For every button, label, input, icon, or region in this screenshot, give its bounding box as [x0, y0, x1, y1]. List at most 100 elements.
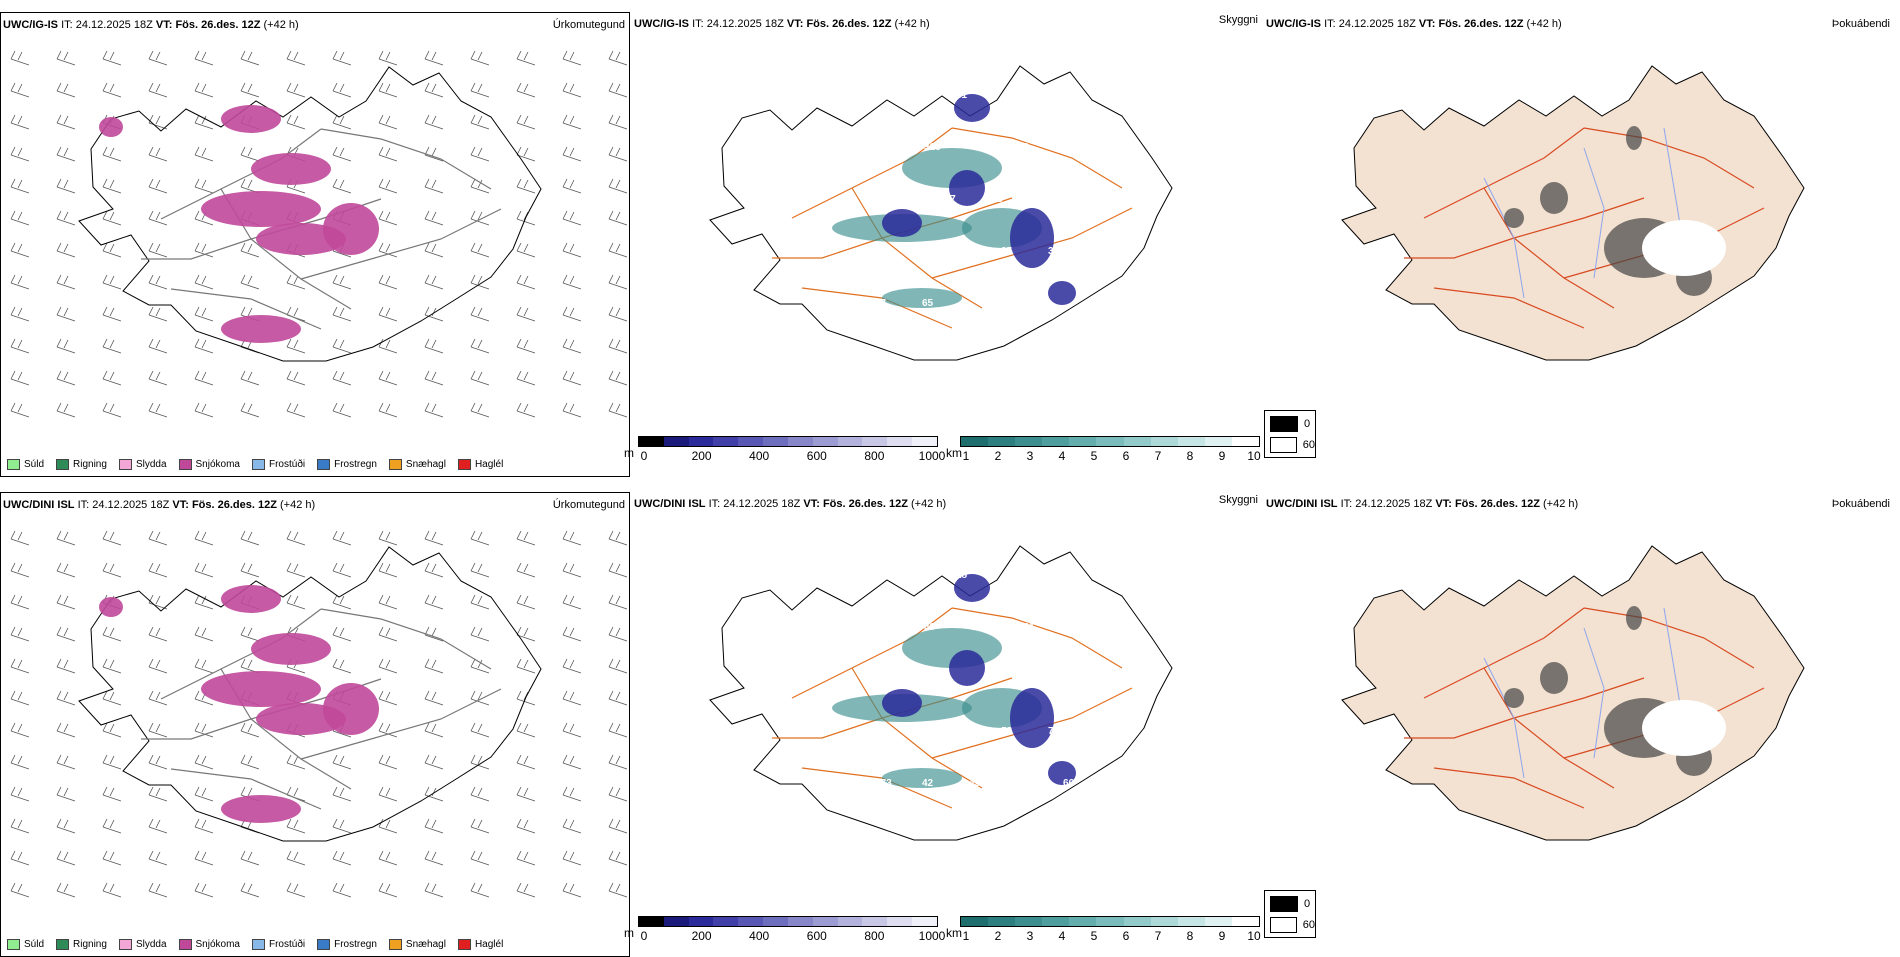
legend-label: Rigning [73, 939, 107, 950]
colorbar-step [1150, 437, 1178, 446]
snow-area [323, 683, 379, 735]
legend-label: Haglél [474, 459, 504, 470]
low-visibility-area [882, 288, 962, 308]
cloud-base-area [882, 689, 922, 717]
colorbar-tick: 400 [749, 929, 770, 943]
colorbar-step [862, 437, 888, 446]
panel-title: Skyggni [1218, 14, 1258, 26]
colorbar-step [862, 917, 888, 926]
iceland-map: 200 45 61 192 175 940 318 45 70 48 36 127 123 135 216 1… [709, 65, 1173, 361]
legend-swatch [388, 459, 402, 470]
cloud-base-label: 147 [954, 726, 971, 737]
colorbar-tick: 8 [1186, 929, 1194, 943]
cloud-base-label: 65 [922, 298, 934, 309]
fog-area [1626, 606, 1642, 630]
cloud-base-label: 52 [1001, 726, 1013, 737]
colorbar-step [961, 437, 989, 446]
colorbar-step [837, 437, 863, 446]
cloud-base-label: 61 [956, 90, 968, 101]
fog-index-map [1341, 65, 1805, 361]
cloud-base-label: 19 [1080, 674, 1092, 685]
panel-header: UWC/DINI ISL IT: 24.12.2025 18Z VT: Fös.… [1266, 498, 1579, 510]
legend-swatch [388, 939, 402, 950]
colorbar-step [961, 917, 989, 926]
cloud-base-label: 127 [939, 194, 956, 205]
fog-area [1540, 182, 1568, 214]
precip-panel-top: UWC/IG-IS IT: 24.12.2025 18Z VT: Fös. 26… [0, 12, 630, 477]
fog-legend-row: 0 [1270, 416, 1315, 432]
colorbar-step [787, 437, 813, 446]
legend-item: Haglél [457, 939, 503, 950]
legend-swatch [317, 939, 331, 950]
snow-area [201, 191, 321, 227]
cloud-base-label: 42 [922, 778, 934, 789]
colorbar-step [1150, 917, 1178, 926]
cloud-base-label: 135 [1033, 194, 1050, 205]
colorbar-tick: 10 [1247, 929, 1261, 943]
cloud-base-label: 318 [924, 142, 941, 153]
legend-label: Snjókoma [195, 459, 240, 470]
colorbar-tick: 10 [1247, 449, 1261, 463]
cloud-base-label: 251 [909, 570, 926, 581]
colorbar-step [912, 917, 937, 926]
cloud-base-area [949, 650, 985, 686]
fog-legend-label: 0 [1304, 418, 1311, 430]
wind-barbs [10, 530, 628, 898]
cloud-base-label: 200 [862, 90, 879, 101]
legend-item: Slydda [118, 939, 167, 950]
precip-type-legend: Súld Rigning Slydda Snjókoma Frostúði Frostre… [7, 459, 503, 470]
snow-area [221, 105, 281, 133]
cloud-base-label: 192 [1003, 90, 1020, 101]
cloud-base-label: 216 [1080, 194, 1097, 205]
colorbar-step [1123, 437, 1151, 446]
panel-header: UWC/IG-IS IT: 24.12.2025 18Z VT: Fös. 26… [3, 19, 299, 31]
legend-swatch [7, 459, 20, 470]
colorbar-tick: 3 [1026, 449, 1034, 463]
cloud-base-label: 67 [875, 298, 887, 309]
colorbar-tick: 1 [962, 449, 970, 463]
legend-item: Slydda [118, 459, 167, 470]
colorbar-step [837, 917, 863, 926]
panel-title: Þokuábendi [1831, 498, 1890, 510]
legend-item: Snjókoma [178, 459, 240, 470]
colorbar-unit: km [946, 926, 962, 940]
legend-label: Snæhagl [405, 459, 446, 470]
cloud-base-area [954, 94, 990, 122]
colorbar-tick: 1 [962, 929, 970, 943]
cloud-base-label: 92 [892, 674, 904, 685]
fog-index-map [1341, 545, 1805, 841]
legend-swatch [251, 939, 265, 950]
colorbar-step [912, 437, 937, 446]
legend-item: Haglél [457, 459, 504, 470]
visibility-map: 55 251 28 20 442 279 89 164 681 101 92 72 92 103 19 68 1… [709, 545, 1173, 841]
panel-title: Úrkomutegund [552, 19, 625, 31]
cloud-base-label: 129 [907, 246, 924, 257]
cloud-base-area [1010, 208, 1054, 268]
visibility-panel-top: UWC/IG-IS IT: 24.12.2025 18Z VT: Fös. 26… [624, 12, 1262, 477]
iceland-map [1341, 65, 1805, 361]
colorbar-step [738, 437, 764, 446]
fog-legend-row: 60 [1270, 437, 1315, 453]
colorbar-step [1015, 917, 1043, 926]
colorbar-step [1123, 917, 1151, 926]
cloud-base-area [1010, 688, 1054, 748]
panel-header: UWC/DINI ISL IT: 24.12.2025 18Z VT: Fös.… [3, 499, 316, 511]
panel-header: UWC/IG-IS IT: 24.12.2025 18Z VT: Fös. 26… [634, 18, 930, 30]
colorbar-tick: 600 [806, 929, 827, 943]
legend-item: Frostúði [251, 939, 305, 950]
colorbar-tick: 9 [1218, 929, 1226, 943]
colorbar-unit: m [624, 926, 634, 940]
legend-item: Frostregn [317, 459, 377, 470]
legend-label: Súld [24, 939, 45, 950]
legend-label: Snæhagl [405, 939, 446, 950]
cloud-base-label: 164 [971, 622, 988, 633]
colorbar-tick: 5 [1090, 929, 1098, 943]
colorbar-step [738, 917, 764, 926]
fog-legend-swatch [1270, 896, 1298, 912]
legend-swatch [56, 939, 70, 950]
cloud-base-label: 72 [939, 674, 951, 685]
colorbar-step [1069, 917, 1097, 926]
colorbar-tick: 1000 [918, 929, 946, 943]
colorbar-step [1096, 917, 1124, 926]
precip-panel-bottom: UWC/DINI ISL IT: 24.12.2025 18Z VT: Fös.… [0, 492, 630, 957]
